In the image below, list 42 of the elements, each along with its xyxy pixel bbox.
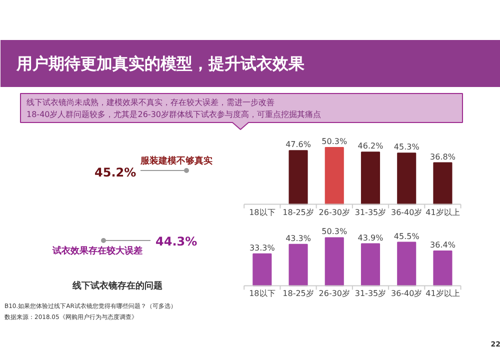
- text: 用户期待更加真实的模型，提升试衣效果: [16, 54, 306, 73]
- data-label: 33.3%: [249, 243, 276, 252]
- bar: [433, 250, 452, 286]
- data-label: 36.4%: [430, 240, 456, 250]
- data-label: 43.3%: [286, 234, 312, 243]
- x-tick-label: 18-25岁: [282, 208, 314, 217]
- x-tick-label: 36-40岁: [390, 289, 422, 298]
- bar: [288, 244, 308, 286]
- bar: [324, 237, 344, 286]
- data-label: 43.9%: [358, 233, 384, 242]
- data-label: 45.5%: [394, 232, 420, 241]
- text: 18-40岁人群问题较多，尤其是26-30岁群体线下试衣参与度高，可重点挖掘其痛点: [26, 110, 321, 119]
- data-label: 36.8%: [430, 152, 456, 162]
- bar: [397, 152, 416, 205]
- text: 试衣效果存在较大误差: [52, 246, 142, 256]
- bar: [397, 242, 416, 286]
- x-tick-label: 41岁以上: [426, 208, 460, 217]
- text: 44.3%: [156, 234, 198, 248]
- x-tick-label: 18-25岁: [282, 289, 314, 298]
- bar: [252, 253, 272, 286]
- x-tick-label: 26-30岁: [318, 289, 350, 298]
- text: 45.2%: [94, 166, 136, 180]
- text: 线下试衣镜尚未成熟，建模效果不真实，存在较大误差，需进一步改善: [26, 98, 274, 107]
- bar: [360, 243, 380, 286]
- x-tick-label: 31-35岁: [354, 208, 386, 217]
- data-label: 45.3%: [394, 142, 420, 152]
- x-tick-label: 18以下: [249, 208, 276, 217]
- x-tick-label: 18以下: [249, 289, 276, 298]
- x-tick-label: 41岁以上: [426, 289, 460, 298]
- data-label: 50.3%: [322, 137, 348, 146]
- data-label: 50.3%: [322, 227, 348, 236]
- x-tick-label: 26-30岁: [318, 208, 350, 217]
- x-tick-label: 36-40岁: [390, 208, 422, 217]
- data-label: 46.2%: [358, 142, 384, 151]
- bar: [324, 147, 344, 205]
- bar: [288, 150, 308, 205]
- bar: [360, 152, 380, 205]
- x-tick-label: 31-35岁: [354, 289, 386, 298]
- bar: [433, 162, 452, 205]
- text: 线下试衣镜存在的问题: [72, 280, 162, 292]
- data-label: 47.6%: [286, 140, 312, 150]
- text: 服装建模不够真实: [140, 156, 212, 166]
